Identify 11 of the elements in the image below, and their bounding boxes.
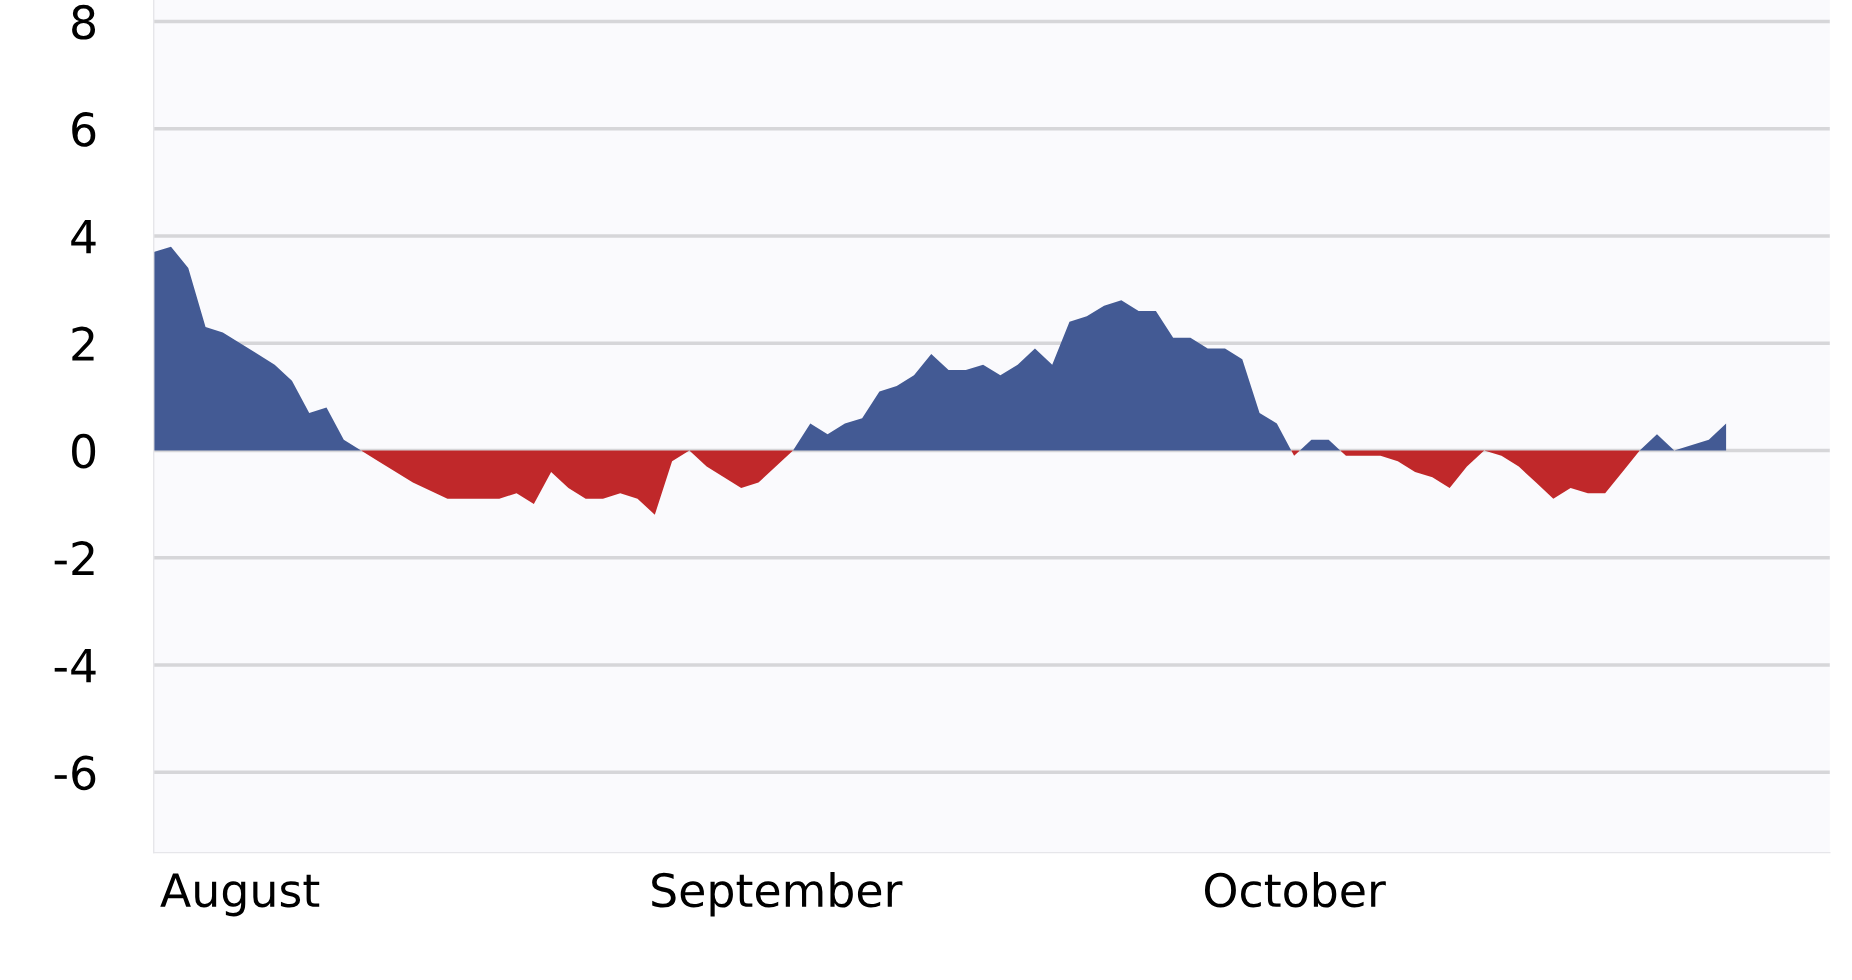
y-tick-label: 8 — [72, 4, 96, 40]
y-tick-label: 2 — [72, 326, 94, 361]
y-tick-label: 6 — [72, 112, 96, 147]
x-tick-label: August — [160, 873, 320, 917]
y-tick-label: 4 — [71, 219, 96, 254]
x-tick-label: October — [1204, 872, 1386, 908]
y-tick-label: 0 — [72, 433, 96, 469]
x-tick-label: September — [652, 872, 903, 917]
y-tick-label: -2 — [54, 541, 94, 576]
y-tick-label: -4 — [54, 648, 96, 683]
y-tick-label: -6 — [54, 755, 96, 791]
